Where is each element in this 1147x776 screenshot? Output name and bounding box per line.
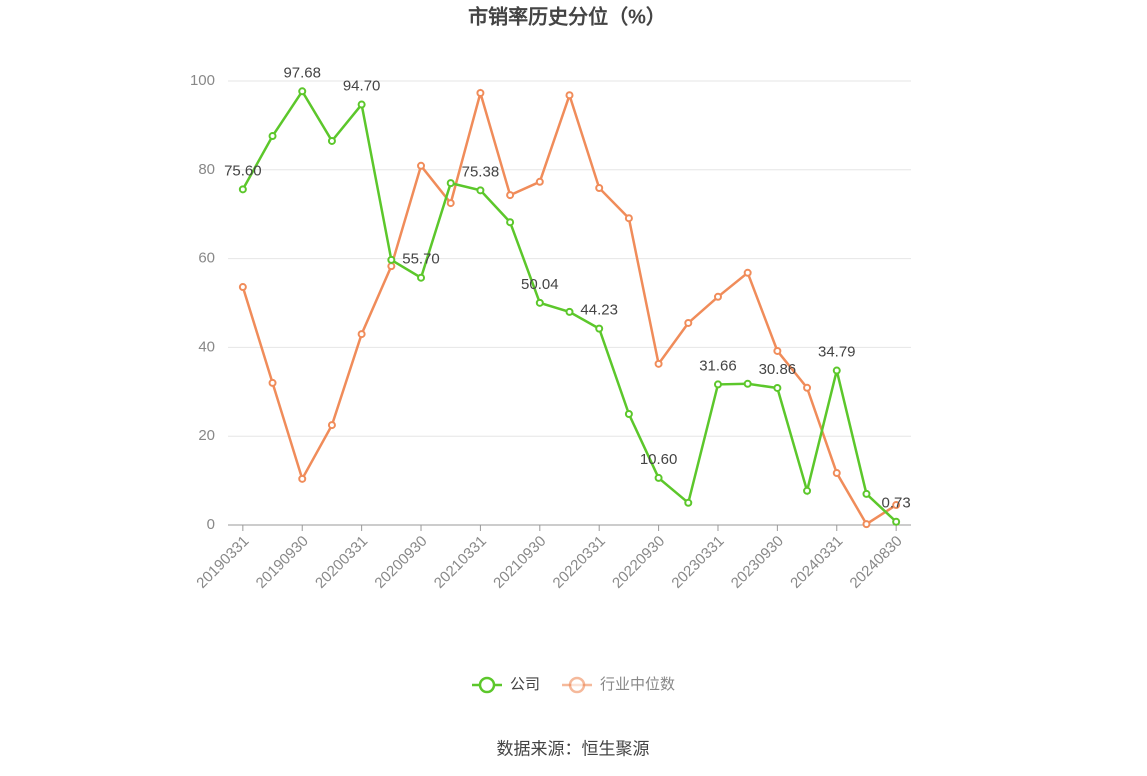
data-point xyxy=(446,199,455,208)
x-tick-label: 20190930 xyxy=(253,533,312,592)
data-point xyxy=(476,186,485,195)
data-point xyxy=(832,469,841,478)
legend-marker xyxy=(568,676,586,694)
data-point xyxy=(387,255,396,264)
data-point xyxy=(595,324,604,333)
legend-label: 行业中位数 xyxy=(600,676,675,693)
chart-title: 市销率历史分位（%） xyxy=(468,4,666,28)
data-point xyxy=(684,498,693,507)
data-label: 44.23 xyxy=(580,302,618,319)
data-point xyxy=(535,177,544,186)
x-tick-label: 20220930 xyxy=(609,533,668,592)
data-label: 31.66 xyxy=(699,357,737,374)
data-point xyxy=(238,185,247,194)
x-tick-label: 20230331 xyxy=(668,533,727,592)
data-point xyxy=(268,378,277,387)
source-note: 数据来源：恒生聚源 xyxy=(497,739,650,758)
y-tick-label: 100 xyxy=(190,72,215,89)
y-tick-label: 40 xyxy=(198,338,215,355)
series-line xyxy=(241,88,898,523)
y-tick-label: 20 xyxy=(198,427,215,444)
data-point xyxy=(565,307,574,316)
data-point xyxy=(268,132,277,141)
x-tick-label: 20200930 xyxy=(371,533,430,592)
data-point xyxy=(595,184,604,193)
data-point xyxy=(862,489,871,498)
data-point xyxy=(743,379,752,388)
data-point xyxy=(387,262,396,271)
x-tick-label: 20230930 xyxy=(728,533,787,592)
y-tick-label: 80 xyxy=(198,161,215,178)
data-point xyxy=(713,380,722,389)
legend-label: 公司 xyxy=(510,676,540,693)
legend-marker xyxy=(478,676,496,694)
y-tick-label: 0 xyxy=(207,516,215,533)
data-label: 0.73 xyxy=(882,495,911,512)
data-point xyxy=(862,520,871,529)
data-point xyxy=(238,283,247,292)
data-point xyxy=(832,366,841,375)
x-tick-label: 20190331 xyxy=(193,533,252,592)
data-point xyxy=(624,410,633,418)
data-label: 34.79 xyxy=(818,344,856,361)
data-label: 30.86 xyxy=(759,361,797,378)
data-point xyxy=(357,330,366,339)
x-tick-label: 20220331 xyxy=(550,533,609,592)
data-point xyxy=(654,359,663,368)
data-point xyxy=(803,383,812,392)
data-point xyxy=(565,91,574,100)
data-point xyxy=(298,87,307,96)
data-point xyxy=(803,486,812,495)
y-tick-label: 60 xyxy=(198,250,215,267)
data-point xyxy=(476,88,485,97)
data-point xyxy=(506,218,515,227)
data-point xyxy=(773,346,782,355)
data-point xyxy=(327,421,336,430)
x-tick-label: 20240331 xyxy=(787,533,846,592)
data-label: 10.60 xyxy=(640,451,678,468)
data-label: 55.70 xyxy=(402,251,440,268)
x-tick-label: 20210930 xyxy=(490,533,549,592)
data-point xyxy=(684,318,693,327)
data-point xyxy=(417,161,426,170)
data-label: 75.60 xyxy=(224,162,262,179)
data-point xyxy=(535,298,544,307)
data-point xyxy=(743,268,752,277)
data-label: 50.04 xyxy=(521,276,559,293)
data-point xyxy=(624,214,633,223)
data-point xyxy=(446,179,455,188)
x-tick-label: 20240830 xyxy=(847,533,906,592)
data-point xyxy=(773,383,782,392)
data-point xyxy=(654,473,663,482)
data-point xyxy=(506,191,515,200)
data-point xyxy=(327,136,336,145)
data-point xyxy=(357,100,366,109)
data-point xyxy=(892,501,901,510)
data-point xyxy=(417,273,426,282)
x-tick-label: 20210331 xyxy=(431,533,490,592)
data-label: 97.68 xyxy=(283,64,321,81)
x-tick-label: 20200331 xyxy=(312,533,371,592)
data-label: 94.70 xyxy=(343,78,381,95)
data-label: 75.38 xyxy=(462,163,500,180)
data-point xyxy=(713,292,722,301)
data-point xyxy=(298,474,307,483)
data-point xyxy=(892,517,901,526)
